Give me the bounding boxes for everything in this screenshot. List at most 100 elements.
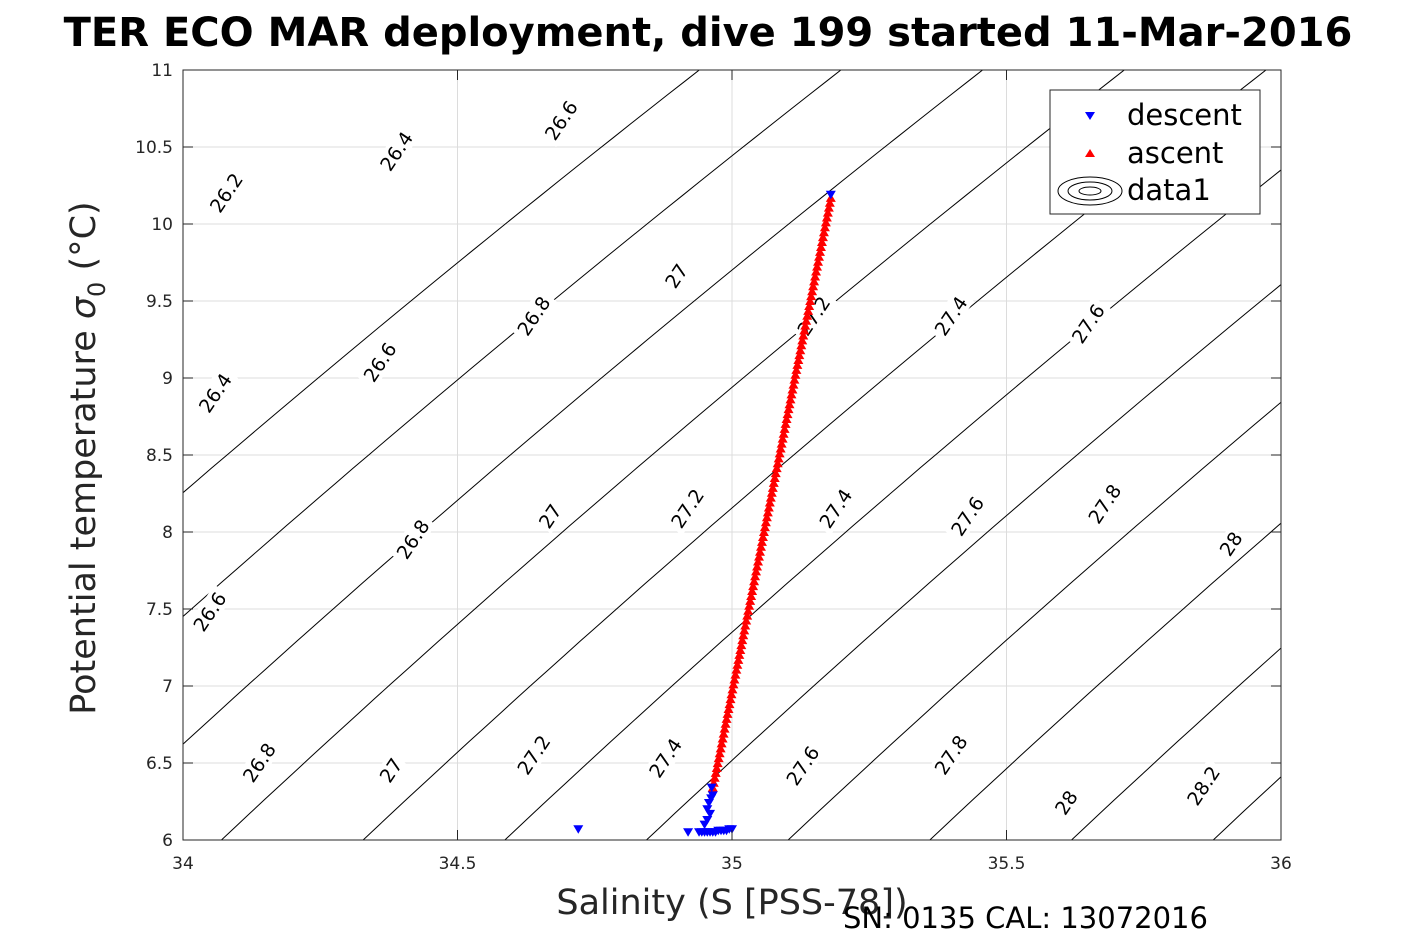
legend-ascent-marker xyxy=(1085,149,1095,157)
ascent-point xyxy=(813,257,824,266)
ascent-point xyxy=(722,709,733,718)
ascent-point xyxy=(795,345,806,355)
ascent-point xyxy=(738,630,749,640)
ascent-point xyxy=(779,424,790,433)
ascent-point xyxy=(818,227,829,237)
descent-point xyxy=(702,815,713,825)
ascent-point xyxy=(820,217,831,227)
ascent-point xyxy=(780,419,791,428)
ascent-point xyxy=(816,237,827,247)
ascent-point xyxy=(764,498,775,507)
contour-label-bg xyxy=(659,258,694,294)
descent-point xyxy=(825,190,836,200)
ascent-point xyxy=(817,232,828,242)
contour-label-bg xyxy=(235,735,283,790)
ascent-point xyxy=(754,552,765,561)
ascent-point xyxy=(713,753,724,763)
contour-label-bg xyxy=(191,365,239,420)
chart-title: TER ECO MAR deployment, dive 199 started… xyxy=(64,10,1353,56)
density-contour-line xyxy=(1070,647,1281,840)
ascent-point xyxy=(733,655,744,664)
ascent-point xyxy=(782,409,793,419)
ascent-point xyxy=(755,542,766,551)
ascent-point xyxy=(744,601,755,610)
ascent-point xyxy=(774,448,785,458)
ascent-point xyxy=(775,443,786,453)
ascent-point xyxy=(805,296,816,306)
ascent-point xyxy=(747,586,758,596)
ascent-point xyxy=(750,571,761,581)
ascent-point xyxy=(714,748,725,758)
y-tick-label: 7 xyxy=(162,677,173,697)
serial-calibration-note: SN: 0135 CAL: 13072016 xyxy=(843,901,1208,935)
ascent-point xyxy=(768,478,779,487)
ascent-point xyxy=(737,635,748,645)
contour-label-bg xyxy=(356,335,403,389)
y-tick-label: 6.5 xyxy=(146,754,173,774)
descent-point xyxy=(707,791,718,800)
ascent-point xyxy=(793,355,804,365)
descent-point xyxy=(683,828,694,837)
ascent-point xyxy=(800,321,811,330)
ascent-point xyxy=(751,566,762,576)
ascent-point xyxy=(759,522,770,532)
ascent-point xyxy=(802,311,813,320)
ascent-point xyxy=(824,198,835,207)
legend: descent ascent data1 xyxy=(1049,89,1261,215)
ascent-point xyxy=(756,537,767,546)
ascent-point xyxy=(762,507,773,517)
ascent-point xyxy=(823,203,834,212)
y-tick-label: 7.5 xyxy=(146,600,173,620)
ascent-point xyxy=(791,365,802,374)
ascent-point xyxy=(724,699,735,709)
legend-data1-label: data1 xyxy=(1127,173,1211,207)
ascent-point xyxy=(745,596,756,605)
ascent-point xyxy=(719,724,730,733)
ascent-point xyxy=(710,768,721,777)
ascent-point xyxy=(778,429,789,438)
y-tick-label: 6 xyxy=(162,831,173,851)
contour-label-bg xyxy=(664,481,711,536)
ascent-point xyxy=(728,679,739,689)
y-tick-label: 11 xyxy=(151,61,173,81)
y-axis-label-main: Potential temperature xyxy=(64,319,104,715)
ascent-point xyxy=(810,271,821,281)
ascent-point xyxy=(723,704,734,713)
y-axis-label-symbol: σ xyxy=(64,295,104,319)
ascent-point xyxy=(801,316,812,325)
axis-ticks: 34 34.5 35 35.5 36 6 6.5 7 7.5 8 8.5 9 9.5 10 10.5 11 xyxy=(135,61,1292,874)
ascent-point xyxy=(773,453,784,463)
descent-point xyxy=(727,825,737,834)
contour-label-bg xyxy=(202,165,250,220)
ascent-point xyxy=(767,483,778,492)
contour-label-bg xyxy=(779,738,826,793)
ascent-point xyxy=(797,335,808,345)
ascent-point xyxy=(732,660,743,669)
descent-point xyxy=(573,825,584,834)
ascent-point xyxy=(814,252,825,261)
ascent-point xyxy=(815,242,826,251)
ascent-point xyxy=(765,493,776,502)
ascent-point xyxy=(715,743,726,753)
ascent-point xyxy=(716,738,727,748)
ascent-point xyxy=(727,684,738,694)
ascent-point xyxy=(760,517,771,527)
ascent-point xyxy=(769,473,780,482)
ascent-point xyxy=(720,719,731,728)
legend-descent-marker xyxy=(1085,112,1095,120)
ascent-point xyxy=(736,640,747,650)
ascent-point xyxy=(770,468,781,478)
legend-ascent-label: ascent xyxy=(1127,136,1223,170)
ascent-point xyxy=(721,714,732,723)
ascent-point xyxy=(808,281,819,291)
ascent-point xyxy=(731,665,742,674)
ascent-point xyxy=(785,394,796,404)
density-contour-line xyxy=(929,522,1281,840)
ascent-point xyxy=(792,360,803,369)
ascent-point xyxy=(743,606,754,615)
density-contour-line xyxy=(183,70,701,494)
ascent-point xyxy=(786,389,797,399)
x-tick-label: 36 xyxy=(1270,854,1292,874)
x-tick-label: 35 xyxy=(721,854,743,874)
x-tick-label: 34 xyxy=(172,854,194,874)
